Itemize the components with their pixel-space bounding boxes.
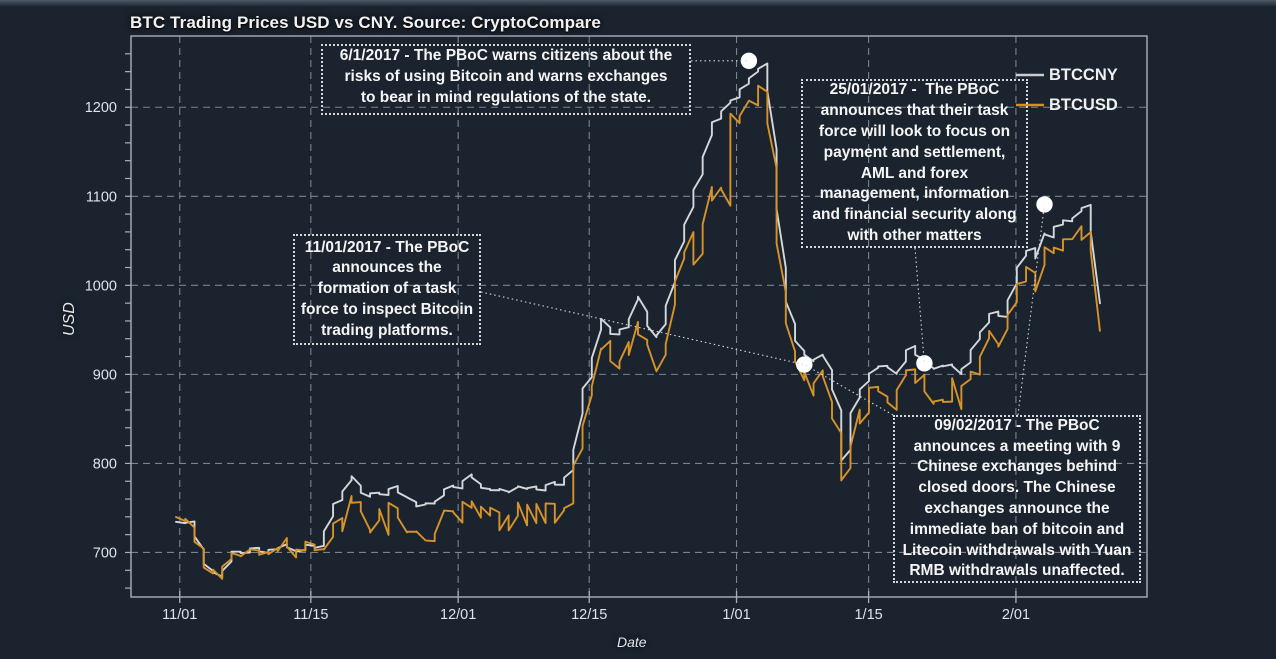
svg-text:11/15: 11/15 [293, 607, 328, 623]
svg-text:1200: 1200 [85, 100, 117, 116]
svg-text:1/01: 1/01 [722, 607, 750, 623]
svg-text:2/01: 2/01 [1002, 607, 1030, 623]
svg-text:11/01: 11/01 [162, 607, 197, 623]
svg-text:800: 800 [93, 456, 117, 472]
svg-text:12/01: 12/01 [440, 607, 476, 623]
svg-text:1100: 1100 [86, 189, 117, 205]
svg-text:1/15: 1/15 [854, 607, 882, 623]
svg-text:BTCCNY: BTCCNY [1049, 66, 1118, 84]
svg-text:12/15: 12/15 [571, 607, 607, 623]
svg-text:BTCUSD: BTCUSD [1049, 96, 1118, 114]
svg-text:1000: 1000 [85, 278, 117, 294]
svg-text:900: 900 [93, 367, 117, 383]
svg-text:700: 700 [93, 545, 117, 561]
